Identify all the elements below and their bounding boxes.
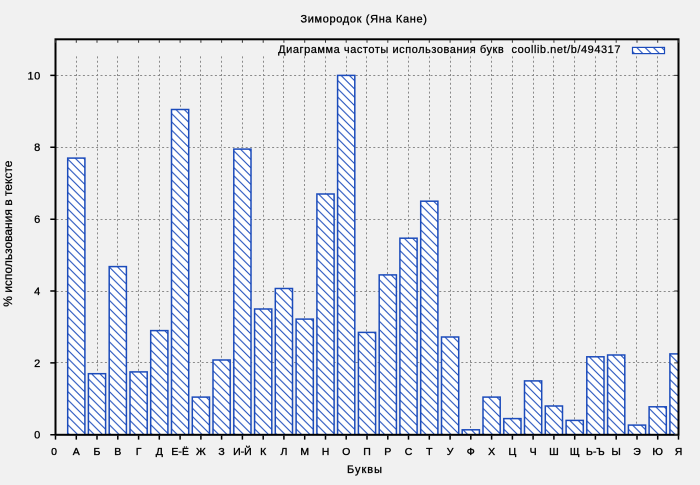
svg-text:Ш: Ш (549, 446, 559, 458)
svg-text:Э: Э (633, 446, 641, 458)
svg-text:И-Й: И-Й (233, 445, 252, 458)
svg-text:З: З (218, 446, 224, 458)
svg-text:% использования в тексте: % использования в тексте (1, 160, 15, 306)
svg-text:Х: Х (488, 446, 495, 458)
svg-text:Р: Р (384, 446, 391, 458)
svg-text:Ы: Ы (612, 446, 621, 458)
svg-text:Диаграмма частоты использовани: Диаграмма частоты использования букв coo… (278, 44, 621, 56)
svg-text:Т: Т (426, 446, 433, 458)
svg-text:6: 6 (34, 214, 41, 226)
svg-text:Л: Л (280, 446, 287, 458)
svg-text:Буквы: Буквы (347, 464, 383, 476)
svg-text:Ю: Ю (652, 446, 663, 458)
svg-text:О: О (342, 446, 350, 458)
svg-text:Ф: Ф (467, 446, 475, 458)
svg-text:8: 8 (34, 142, 41, 154)
svg-text:0: 0 (51, 446, 57, 458)
svg-text:Г: Г (136, 446, 142, 458)
svg-text:Зимородок (Яна Кане): Зимородок (Яна Кане) (300, 14, 427, 26)
svg-text:Ь-Ъ: Ь-Ъ (586, 446, 605, 458)
svg-text:Ч: Ч (530, 446, 537, 458)
svg-text:У: У (447, 446, 454, 458)
svg-text:4: 4 (34, 286, 41, 298)
svg-text:10: 10 (28, 70, 41, 82)
svg-text:Щ: Щ (570, 446, 580, 458)
svg-text:П: П (363, 446, 371, 458)
svg-text:2: 2 (34, 358, 41, 370)
svg-text:Д: Д (156, 446, 163, 458)
svg-text:Ц: Ц (509, 446, 517, 458)
svg-text:Я: Я (675, 446, 683, 458)
svg-text:К: К (260, 446, 267, 458)
svg-text:Н: Н (322, 446, 330, 458)
svg-text:Б: Б (94, 446, 101, 458)
svg-text:Е-Ё: Е-Ё (171, 446, 189, 458)
svg-text:Ж: Ж (196, 446, 206, 458)
svg-text:А: А (73, 446, 80, 458)
svg-text:В: В (114, 446, 121, 458)
svg-text:М: М (300, 446, 309, 458)
svg-text:С: С (405, 446, 413, 458)
svg-text:0: 0 (34, 430, 41, 442)
